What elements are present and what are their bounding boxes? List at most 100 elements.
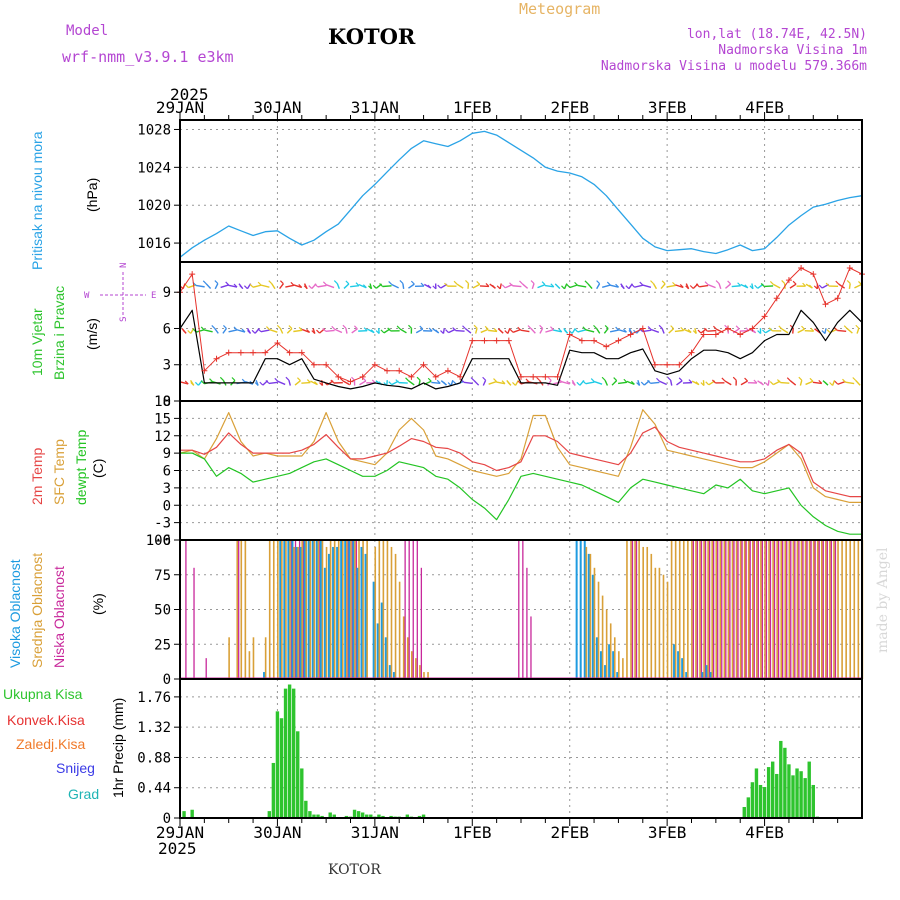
cloud-mid-bar bbox=[378, 540, 381, 679]
wind-barb bbox=[531, 283, 535, 290]
cloud-low-bar bbox=[782, 540, 784, 679]
wind-barb-flag bbox=[826, 329, 831, 333]
compass-east: E bbox=[151, 291, 156, 301]
wind-barb-flag bbox=[558, 328, 563, 333]
wind-barb bbox=[473, 380, 480, 386]
precip-bar bbox=[283, 688, 288, 818]
cloud-low-bar bbox=[294, 540, 297, 679]
wind-gust-marker bbox=[615, 337, 622, 344]
cloud-low-bar bbox=[737, 540, 739, 679]
wind-gust-marker bbox=[578, 337, 585, 344]
wind-barb-flag bbox=[769, 280, 774, 285]
wind-barb-flag bbox=[623, 328, 627, 333]
wind-barb-flag bbox=[184, 284, 189, 288]
y-tick-label: 3 bbox=[163, 358, 171, 374]
cloud-mid-bar bbox=[658, 567, 661, 679]
wind-barb-flag bbox=[732, 376, 737, 381]
cloud-mid-bar bbox=[264, 637, 267, 679]
pressure-unit: (hPa) bbox=[84, 178, 100, 212]
cloud-mid-bar bbox=[398, 581, 401, 679]
precip-bar bbox=[799, 771, 803, 818]
wind-barb-flag bbox=[536, 376, 540, 381]
day-label-top: 30JAN bbox=[253, 98, 301, 117]
cloud-mid-bar bbox=[796, 540, 799, 679]
precip-bar bbox=[360, 812, 365, 818]
wind-barb bbox=[228, 284, 238, 288]
cloud-low-bar bbox=[416, 540, 418, 679]
model-name: wrf-nmm_v3.9.1 e3km bbox=[62, 48, 234, 66]
frame-layer bbox=[179, 119, 863, 819]
wind-barb-flag bbox=[259, 381, 264, 386]
cloud-high-bar bbox=[599, 651, 602, 679]
wind-barb-flag bbox=[501, 380, 506, 385]
wind-barb-flag bbox=[700, 382, 705, 386]
precip-bar bbox=[766, 767, 771, 818]
cloud-mid-bar bbox=[792, 540, 795, 679]
wind-barb-flag bbox=[285, 376, 290, 381]
cloud-high-bar bbox=[344, 540, 347, 679]
wind-barb-flag bbox=[818, 379, 823, 384]
cloud-low-bar bbox=[205, 658, 207, 679]
cloud-low-bar bbox=[765, 540, 768, 679]
cloud-low-bar bbox=[696, 540, 699, 679]
y-tick-label: 0 bbox=[163, 394, 171, 410]
wind-gust-marker bbox=[700, 331, 707, 338]
precip-bar bbox=[308, 811, 312, 818]
wind-barb bbox=[618, 329, 627, 333]
wind-barb-flag bbox=[852, 377, 857, 381]
wind-barb bbox=[577, 284, 587, 288]
cloud-mid-bar bbox=[735, 540, 738, 679]
wind-barb-flag bbox=[254, 382, 259, 386]
wind-gust-marker bbox=[785, 277, 792, 284]
wind-barb bbox=[336, 283, 340, 290]
wind-barb bbox=[563, 283, 568, 290]
wind-barb bbox=[724, 380, 732, 386]
cloud-mid-bar bbox=[406, 637, 409, 679]
cloud-high-bar bbox=[608, 644, 611, 679]
wind-barb-flag bbox=[243, 285, 248, 290]
wind-barb-flag bbox=[760, 282, 765, 287]
cloud-mid-bar bbox=[825, 540, 827, 679]
cloud-mid-bar bbox=[341, 540, 344, 679]
wind-barb bbox=[334, 328, 343, 334]
wind-barb-flag bbox=[331, 325, 336, 330]
wind-barb-flag bbox=[368, 285, 372, 290]
wind-barb-flag bbox=[388, 381, 393, 386]
cloud-mid-bar bbox=[638, 540, 640, 679]
cloud-mid-bar bbox=[317, 540, 320, 679]
wind-barb bbox=[716, 328, 724, 334]
cloud-mid-bar bbox=[228, 637, 230, 679]
wind-barb-flag bbox=[388, 281, 393, 285]
wind-barb-flag bbox=[564, 329, 568, 334]
wind-barb-flag bbox=[214, 280, 219, 285]
precip-bar bbox=[352, 809, 357, 818]
wind-barb-flag bbox=[241, 378, 246, 383]
cloud-high-bar bbox=[332, 546, 335, 679]
wind-barb bbox=[326, 284, 335, 289]
wind-barb-flag bbox=[399, 280, 404, 284]
precip-bar bbox=[316, 814, 320, 818]
wind-barb bbox=[214, 283, 219, 290]
cloud-low-bar bbox=[518, 540, 520, 679]
wind-barb-flag bbox=[375, 330, 380, 335]
wind-gust-marker bbox=[286, 349, 293, 356]
cloud-unit: (%) bbox=[90, 593, 106, 615]
cloud-mid-bar bbox=[800, 540, 803, 679]
wind-barb-flag bbox=[493, 378, 497, 382]
wind-barb-flag bbox=[233, 283, 238, 288]
cloud-high-bar bbox=[287, 540, 290, 679]
y-tick-label: 25 bbox=[154, 637, 171, 653]
cloud-mid-bar bbox=[699, 540, 701, 679]
cloud-low-bar bbox=[635, 540, 638, 679]
wind-barb bbox=[488, 380, 497, 385]
wind-barb-flag bbox=[276, 324, 281, 329]
cloud-low-bar bbox=[745, 540, 747, 679]
wind-barb-flag bbox=[440, 330, 444, 335]
cloud-mid-bar bbox=[354, 540, 356, 679]
y-tick-label: 1.32 bbox=[137, 720, 171, 736]
compass-cross-icon bbox=[100, 272, 146, 318]
precip-bar bbox=[377, 814, 381, 818]
wind-barb-flag bbox=[251, 329, 256, 334]
wind-barb bbox=[855, 380, 861, 386]
cloud-high-bar bbox=[328, 553, 331, 679]
